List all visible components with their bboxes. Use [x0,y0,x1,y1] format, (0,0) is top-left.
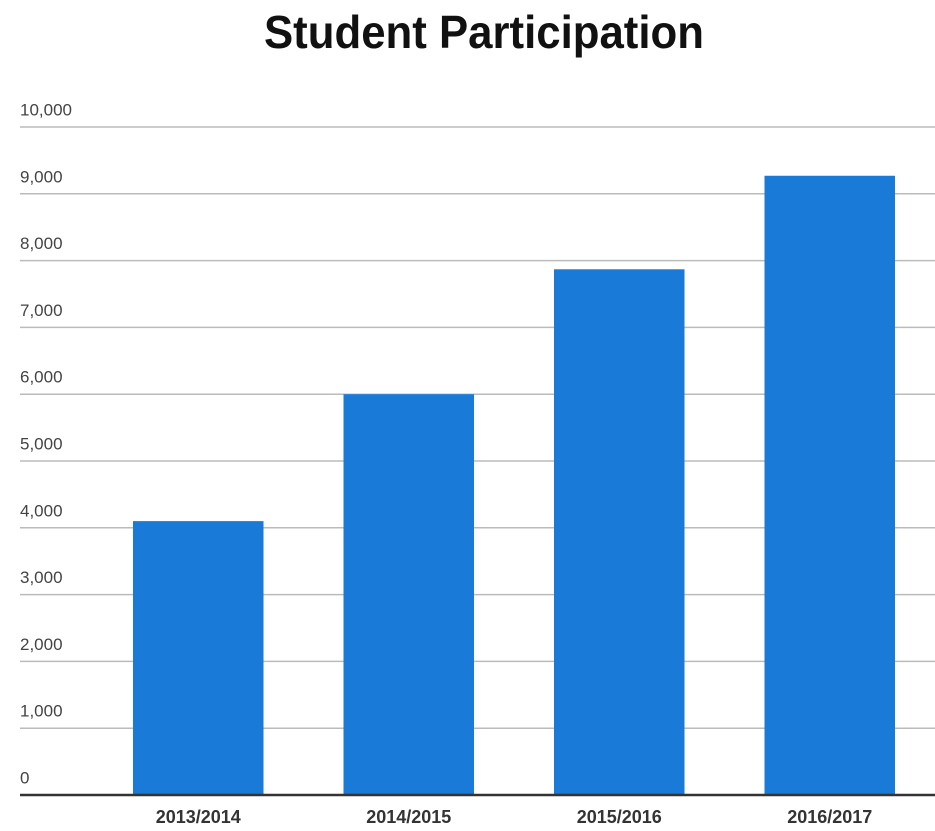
y-tick-label: 10,000 [20,100,72,119]
x-tick-label: 2014/2015 [366,807,451,827]
y-tick-label: 4,000 [20,501,63,520]
y-tick-label: 8,000 [20,234,63,253]
y-tick-label: 9,000 [20,167,63,186]
y-tick-label: 5,000 [20,434,63,453]
x-tick-label: 2013/2014 [156,807,241,827]
y-tick-label: 7,000 [20,301,63,320]
y-tick-label: 2,000 [20,635,63,654]
bar [343,394,475,795]
y-tick-label: 1,000 [20,702,63,721]
bar [553,269,685,795]
chart-title: Student Participation [264,6,704,58]
y-tick-label: 0 [20,768,29,787]
x-tick-label: 2015/2016 [577,807,662,827]
y-tick-label: 3,000 [20,568,63,587]
bar [132,521,264,795]
y-tick-label: 6,000 [20,368,63,387]
bar [764,175,896,795]
x-tick-label: 2016/2017 [787,807,872,827]
